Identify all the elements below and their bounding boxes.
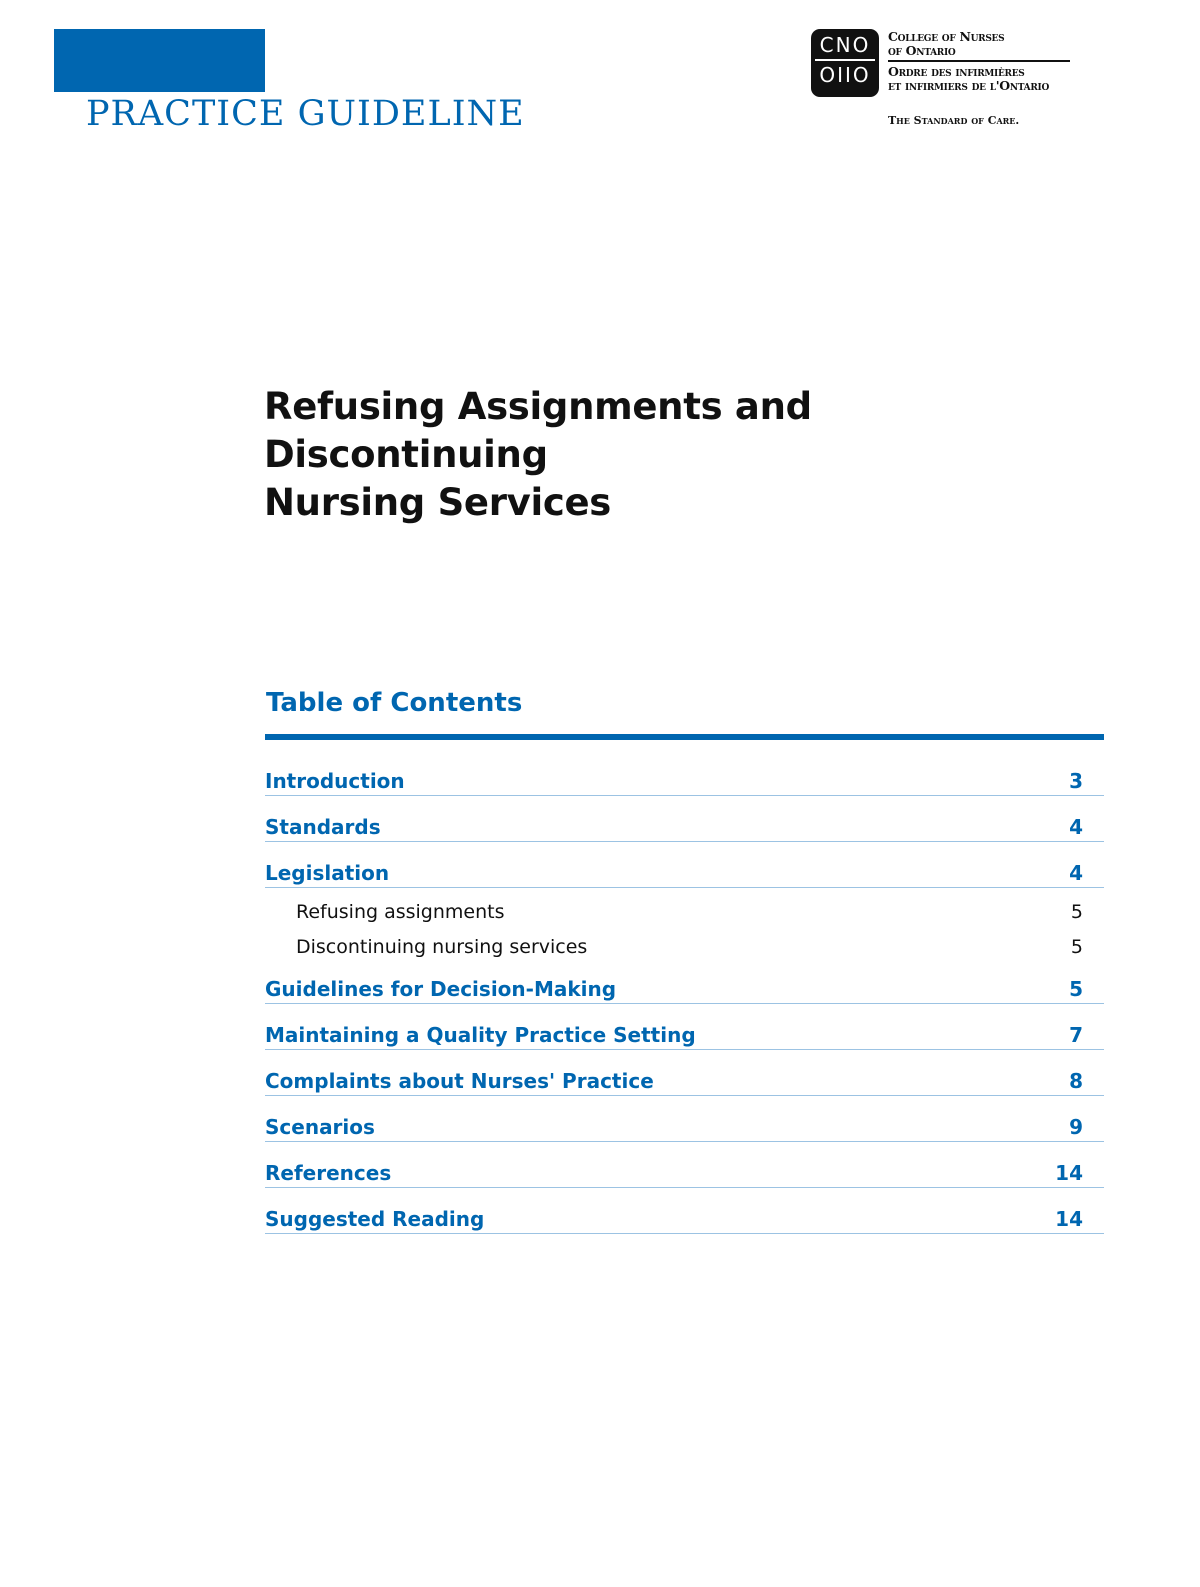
toc-entry-label[interactable]: Standards: [265, 814, 381, 839]
toc-entry[interactable]: Suggested Reading 14: [265, 1188, 1104, 1234]
table-of-contents: Introduction 3 Standards 4 Legislation 4 Refus…: [265, 750, 1104, 1234]
org-tagline: The Standard of Care.: [888, 114, 1020, 127]
toc-heading-rule: [265, 734, 1104, 740]
org-name-fr-1: Ordre des infirmières: [888, 63, 1025, 79]
toc-entry-page[interactable]: 14: [1055, 1160, 1083, 1185]
toc-entry-page[interactable]: 5: [1070, 935, 1083, 958]
toc-entry-page[interactable]: 4: [1069, 814, 1083, 839]
toc-entry[interactable]: Standards 4: [265, 796, 1104, 842]
toc-entry[interactable]: Legislation 4: [265, 842, 1104, 888]
toc-subentry[interactable]: Discontinuing nursing services 5: [265, 923, 1104, 958]
toc-entry-page[interactable]: 4: [1069, 860, 1083, 885]
document-title-line-1: Refusing Assignments and Discontinuing: [264, 385, 812, 476]
document-title: Refusing Assignments and Discontinuing N…: [264, 383, 1104, 527]
toc-entry-label[interactable]: Maintaining a Quality Practice Setting: [265, 1022, 696, 1047]
toc-entry-label[interactable]: Refusing assignments: [296, 900, 505, 923]
org-name-en-1: College of Nurses: [888, 29, 1005, 44]
toc-entry-page[interactable]: 5: [1070, 900, 1083, 923]
logo-monogram-top: CNO: [819, 33, 871, 57]
org-name-en-2: of Ontario: [888, 43, 956, 58]
toc-entry-page[interactable]: 5: [1069, 976, 1083, 1001]
toc-entry-label[interactable]: Scenarios: [265, 1114, 375, 1139]
toc-entry-label[interactable]: Guidelines for Decision-Making: [265, 976, 617, 1001]
document-title-line-2: Nursing Services: [264, 481, 612, 524]
toc-entry[interactable]: Maintaining a Quality Practice Setting 7: [265, 1004, 1104, 1050]
toc-entry-page[interactable]: 3: [1069, 768, 1083, 793]
toc-entry-page[interactable]: 7: [1069, 1022, 1083, 1047]
toc-entry-label[interactable]: Suggested Reading: [265, 1206, 485, 1231]
toc-entry[interactable]: References 14: [265, 1142, 1104, 1188]
header-color-block: [54, 29, 265, 92]
toc-entry[interactable]: Scenarios 9: [265, 1096, 1104, 1142]
toc-entry-label[interactable]: References: [265, 1160, 392, 1185]
toc-entry[interactable]: Introduction 3: [265, 750, 1104, 796]
cno-logo: CNO OIIO: [811, 29, 879, 97]
banner-title: PRACTICE GUIDELINE: [86, 94, 525, 134]
toc-entry-label[interactable]: Introduction: [265, 768, 405, 793]
org-name: College of Nurses of Ontario Ordre des i…: [888, 30, 1070, 93]
toc-entry-label[interactable]: Complaints about Nurses' Practice: [265, 1068, 654, 1093]
toc-entry-label[interactable]: Discontinuing nursing services: [296, 935, 588, 958]
toc-entry[interactable]: Guidelines for Decision-Making 5: [265, 958, 1104, 1004]
toc-heading: Table of Contents: [266, 688, 523, 718]
toc-entry[interactable]: Complaints about Nurses' Practice 8: [265, 1050, 1104, 1096]
logo-monogram-bottom: OIIO: [819, 63, 871, 87]
toc-entry-page[interactable]: 14: [1055, 1206, 1083, 1231]
org-name-divider: [888, 60, 1070, 62]
toc-subentry[interactable]: Refusing assignments 5: [265, 888, 1104, 923]
logo-divider: [815, 59, 875, 61]
toc-entry-page[interactable]: 8: [1069, 1068, 1083, 1093]
org-name-fr-2: et infirmiers de l'Ontario: [888, 77, 1049, 93]
toc-entry-label[interactable]: Legislation: [265, 860, 390, 885]
toc-entry-page[interactable]: 9: [1069, 1114, 1083, 1139]
